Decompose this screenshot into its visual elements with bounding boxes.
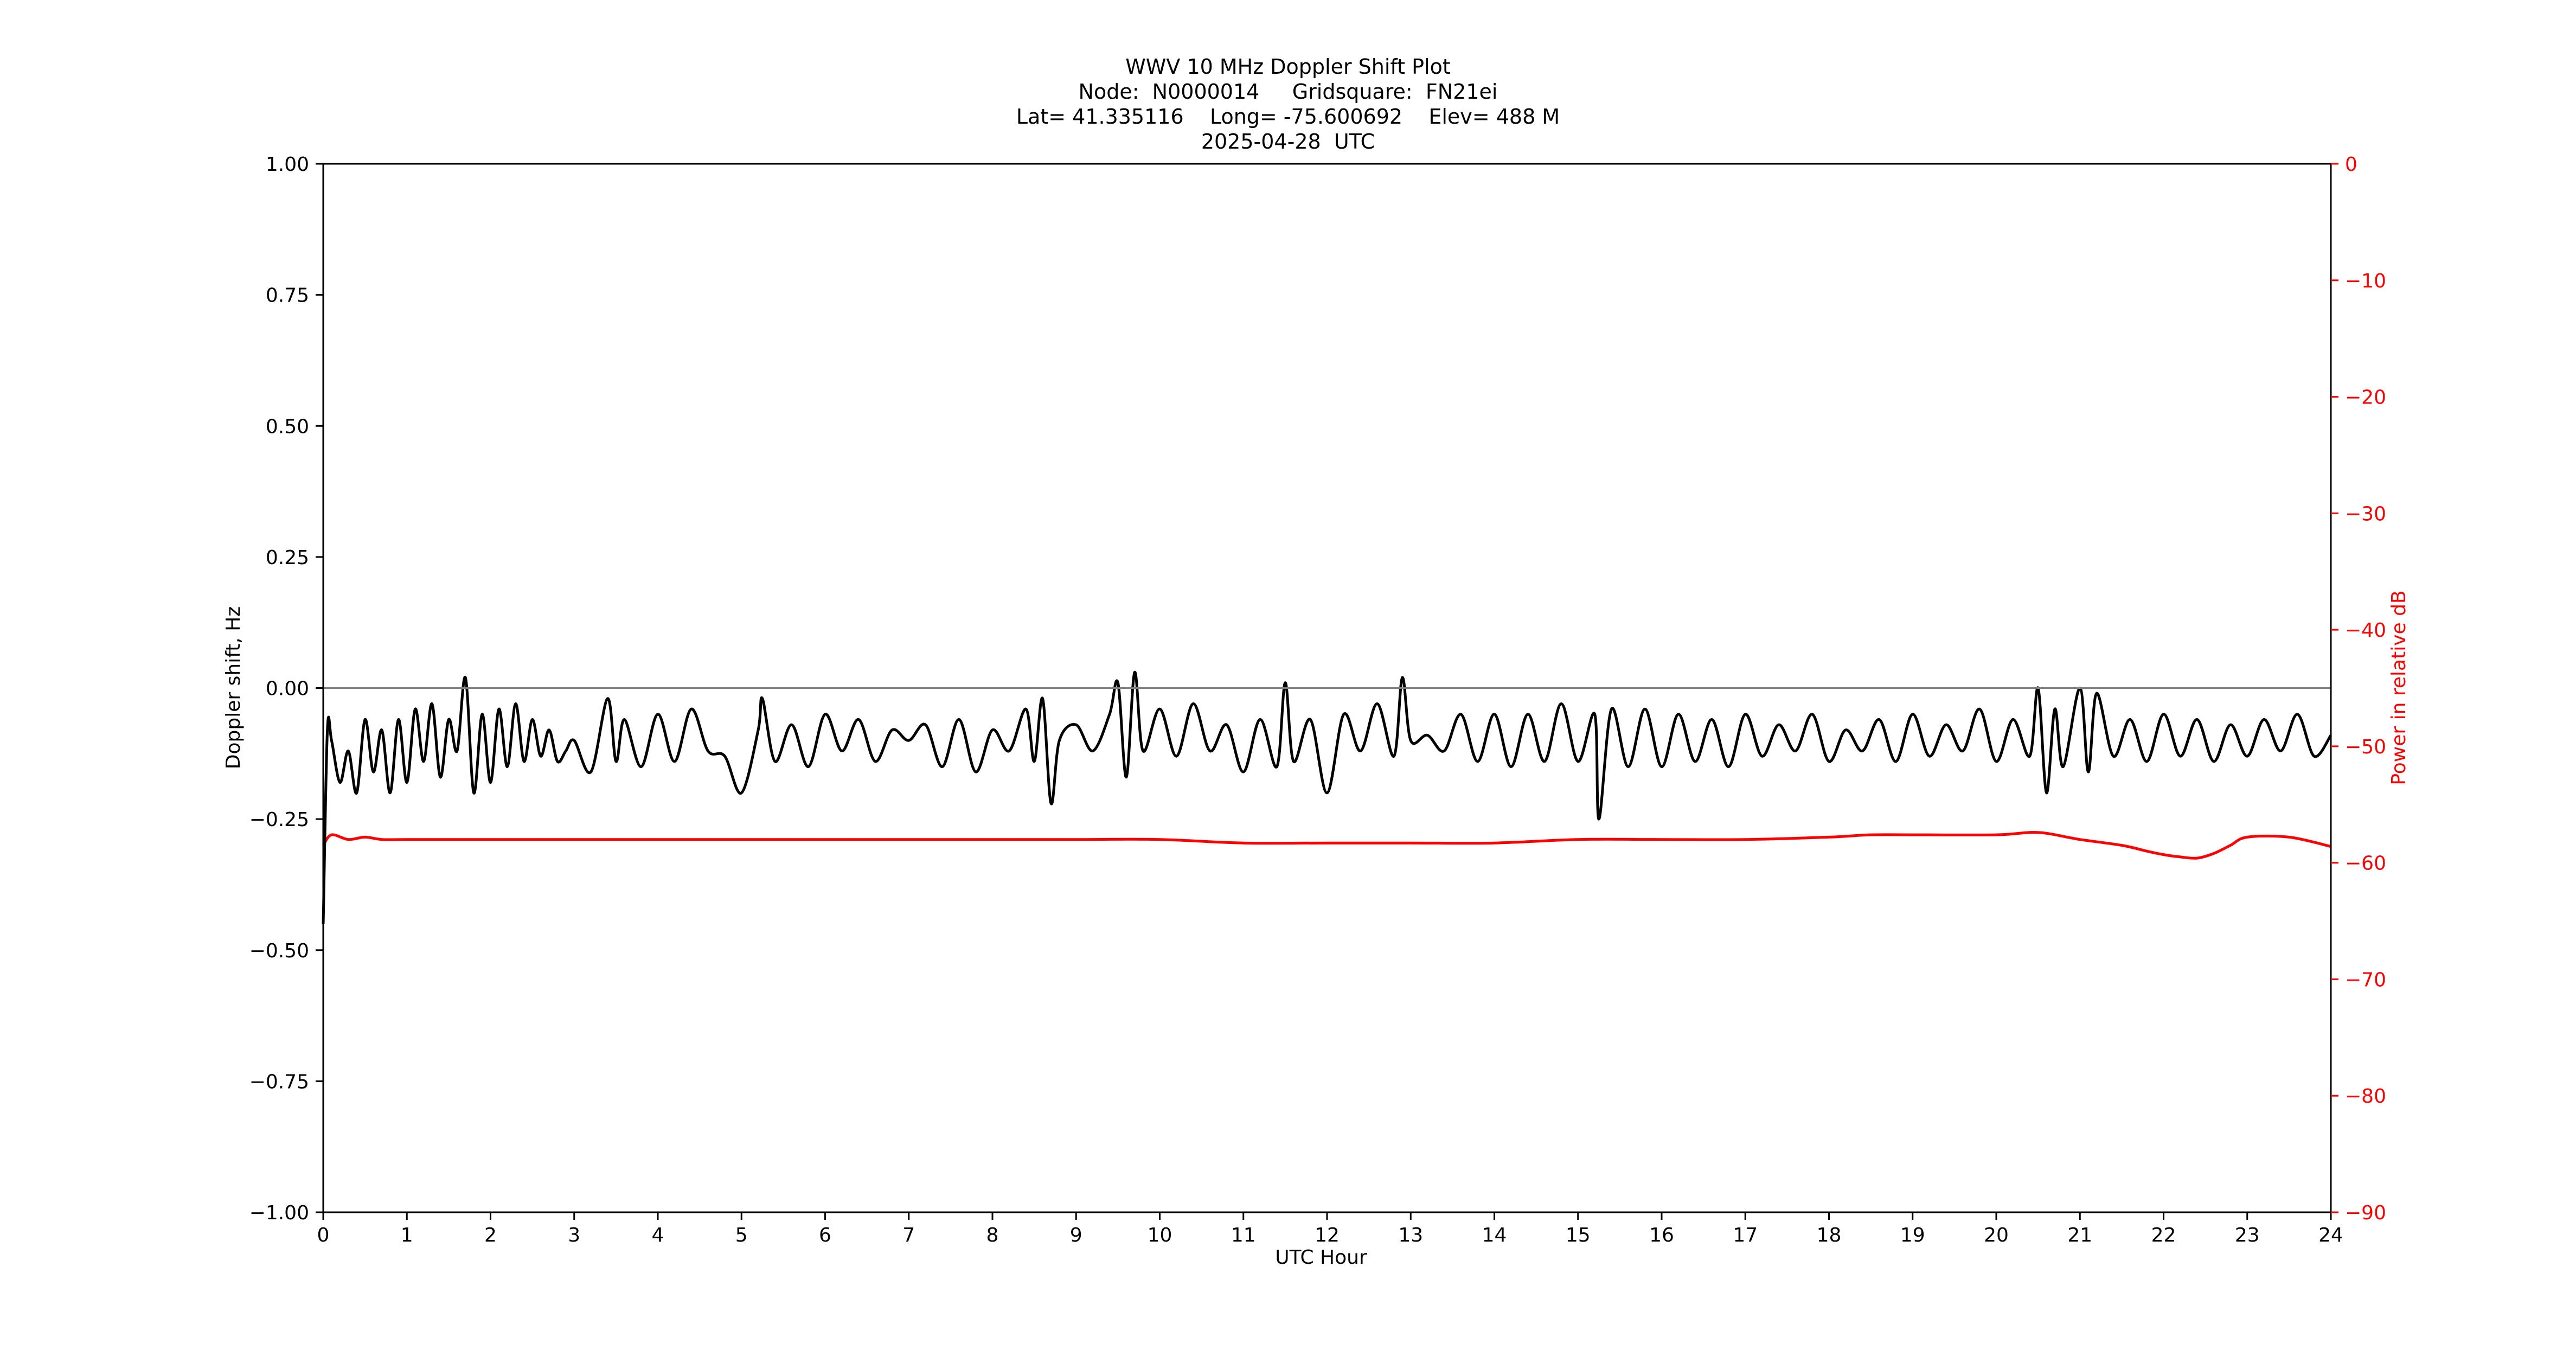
doppler-series-line bbox=[322, 670, 2333, 924]
x-tick-label: 13 bbox=[1398, 1224, 1423, 1246]
y-right-tick-label: 0 bbox=[2345, 153, 2357, 176]
x-tick-label: 18 bbox=[1817, 1224, 1842, 1246]
chart-title-line-3: Lat= 41.335116 Long= -75.600692 Elev= 48… bbox=[1016, 105, 1560, 129]
y-right-tick-label: −40 bbox=[2345, 619, 2386, 642]
x-tick-label: 9 bbox=[1070, 1224, 1082, 1246]
y-right-tick-label: −60 bbox=[2345, 853, 2386, 875]
chart-title-line-1: WWV 10 MHz Doppler Shift Plot bbox=[1125, 55, 1451, 79]
x-tick-label: 12 bbox=[1315, 1224, 1340, 1246]
y-right-tick-label: −50 bbox=[2345, 736, 2386, 758]
y-left-tick-label: −0.50 bbox=[249, 940, 309, 962]
y-right-tick-label: −10 bbox=[2345, 270, 2386, 292]
x-tick-label: 10 bbox=[1148, 1224, 1172, 1246]
x-tick-label: 11 bbox=[1231, 1224, 1256, 1246]
x-tick-label: 0 bbox=[317, 1224, 330, 1246]
chart-title-line-2: Node: N0000014 Gridsquare: FN21ei bbox=[1078, 80, 1498, 104]
y-left-tick-label: −1.00 bbox=[249, 1202, 309, 1224]
x-tick-label: 24 bbox=[2318, 1224, 2343, 1246]
x-tick-label: 20 bbox=[1984, 1224, 2009, 1246]
y-axis-left-label: Doppler shift, Hz bbox=[222, 606, 245, 769]
y-left-tick-label: −0.75 bbox=[249, 1071, 309, 1093]
y-left-tick-label: 0.50 bbox=[266, 415, 309, 438]
y-left-tick-label: 0.25 bbox=[266, 547, 309, 569]
x-tick-label: 4 bbox=[652, 1224, 664, 1246]
x-tick-label: 8 bbox=[986, 1224, 999, 1246]
x-tick-label: 5 bbox=[735, 1224, 748, 1246]
power-series-line bbox=[322, 831, 2331, 860]
x-tick-label: 15 bbox=[1566, 1224, 1591, 1246]
x-tick-label: 6 bbox=[819, 1224, 831, 1246]
y-right-tick-label: −30 bbox=[2345, 503, 2386, 525]
x-tick-label: 16 bbox=[1649, 1224, 1674, 1246]
x-tick-label: 22 bbox=[2151, 1224, 2176, 1246]
y-right-tick-label: −20 bbox=[2345, 387, 2386, 409]
x-tick-label: 3 bbox=[568, 1224, 580, 1246]
chart-title-line-4: 2025-04-28 UTC bbox=[1201, 130, 1375, 153]
x-tick-label: 23 bbox=[2235, 1224, 2260, 1246]
x-tick-label: 1 bbox=[401, 1224, 413, 1246]
y-right-tick-label: −90 bbox=[2345, 1202, 2386, 1224]
y-left-tick-label: 0.75 bbox=[266, 285, 309, 307]
y-left-tick-label: −0.25 bbox=[249, 809, 309, 831]
x-tick-label: 14 bbox=[1482, 1224, 1507, 1246]
x-tick-label: 17 bbox=[1733, 1224, 1758, 1246]
y-left-tick-label: 0.00 bbox=[266, 678, 309, 700]
x-tick-label: 2 bbox=[484, 1224, 497, 1246]
y-left-tick-label: 1.00 bbox=[266, 153, 309, 176]
x-axis-label: UTC Hour bbox=[1275, 1246, 1367, 1269]
y-axis-right-label: Power in relative dB bbox=[2388, 590, 2410, 785]
x-tick-label: 7 bbox=[902, 1224, 915, 1246]
y-right-tick-label: −70 bbox=[2345, 969, 2386, 991]
x-tick-label: 19 bbox=[1900, 1224, 1925, 1246]
x-tick-label: 21 bbox=[2067, 1224, 2092, 1246]
y-right-tick-label: −80 bbox=[2345, 1085, 2386, 1108]
